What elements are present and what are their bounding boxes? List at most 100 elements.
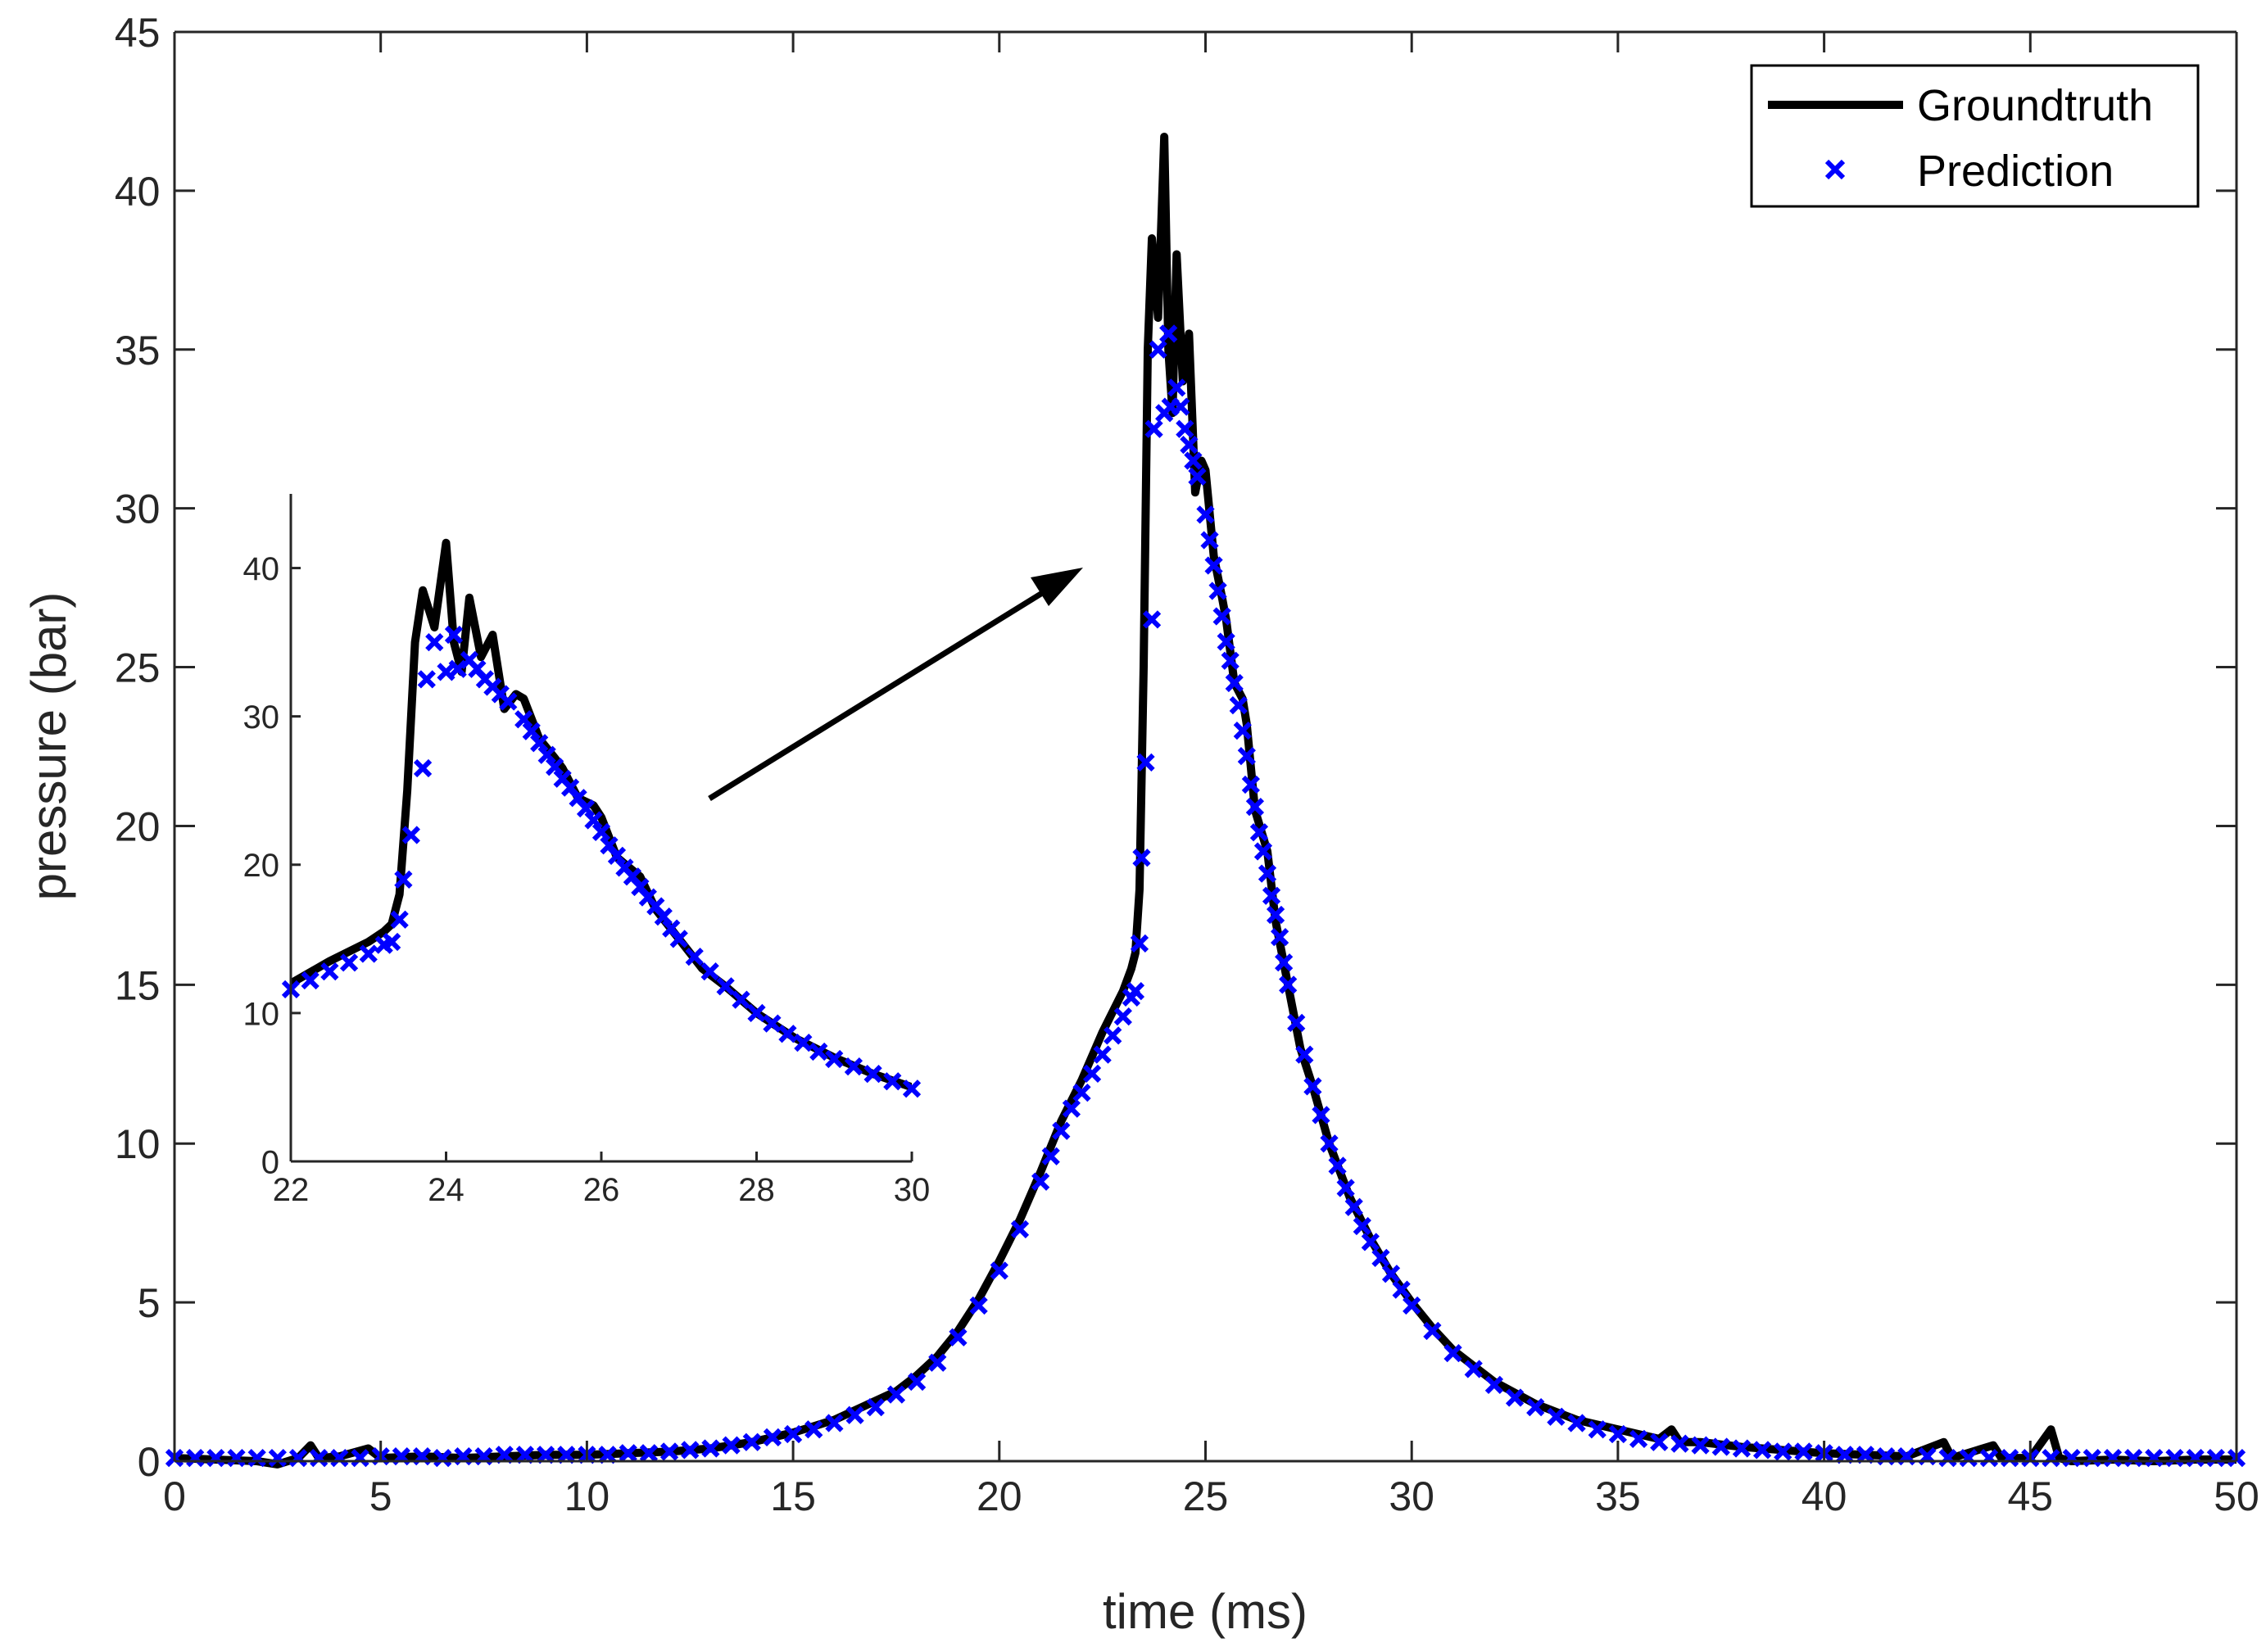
inset-prediction-marker — [763, 1014, 782, 1033]
main-prediction-marker — [1443, 1344, 1462, 1363]
main-prediction-marker — [1856, 1446, 1875, 1464]
main-prediction-marker — [310, 1448, 329, 1468]
inset-prediction-marker — [425, 632, 444, 652]
main-y-tick-label: 20 — [115, 803, 161, 849]
main-prediction-marker — [804, 1420, 823, 1439]
main-y-tick-label: 45 — [115, 10, 161, 56]
main-prediction-marker — [928, 1353, 947, 1372]
main-prediction-marker — [2186, 1448, 2205, 1468]
main-prediction-marker — [1184, 451, 1203, 470]
main-prediction-marker — [886, 1385, 906, 1404]
main-y-tick-label: 30 — [115, 487, 161, 532]
main-prediction-marker — [1938, 1448, 1957, 1468]
main-prediction-marker — [1237, 747, 1256, 766]
main-prediction-marker — [2165, 1448, 2184, 1468]
inset-prediction-marker — [546, 758, 564, 776]
inset-x-tick-label: 26 — [583, 1172, 620, 1208]
main-prediction-marker — [1270, 928, 1289, 947]
main-prediction-marker — [2124, 1448, 2143, 1468]
main-prediction-marker — [1093, 1045, 1112, 1064]
main-prediction-marker — [268, 1448, 287, 1468]
main-prediction-marker — [1336, 1179, 1355, 1197]
main-prediction-marker — [206, 1448, 225, 1468]
main-prediction-marker — [1082, 1064, 1102, 1084]
main-prediction-marker — [1200, 531, 1219, 550]
main-y-tick-label: 40 — [115, 169, 161, 215]
main-prediction-marker — [1959, 1448, 1978, 1468]
main-prediction-marker — [2145, 1448, 2164, 1468]
legend-prediction-label: Prediction — [1917, 147, 2114, 196]
main-prediction-marker — [1266, 905, 1285, 925]
main-prediction-marker — [1225, 673, 1244, 693]
main-prediction-marker — [1629, 1429, 1648, 1448]
inset-prediction-marker — [844, 1057, 863, 1076]
inset-prediction-marker — [902, 1079, 922, 1098]
inset-prediction-marker — [537, 745, 556, 764]
main-prediction-marker — [1794, 1442, 1813, 1461]
main-prediction-marker — [2082, 1448, 2101, 1468]
main-prediction-marker — [1130, 934, 1149, 953]
inset-prediction-marker — [522, 722, 541, 740]
main-prediction-marker — [351, 1448, 369, 1468]
main-x-tick-label: 30 — [1389, 1473, 1434, 1519]
inset-prediction-marker — [685, 947, 704, 966]
main-prediction-marker — [681, 1441, 700, 1460]
main-prediction-marker — [1650, 1432, 1669, 1451]
inset-x-tick-label: 24 — [428, 1172, 465, 1208]
inset-prediction-marker — [499, 692, 518, 711]
main-prediction-marker — [1104, 1026, 1122, 1045]
main-prediction-marker — [659, 1442, 679, 1461]
main-prediction-marker — [1526, 1397, 1545, 1417]
inset-x-tick-label: 30 — [894, 1172, 931, 1208]
inset-prediction-marker — [383, 932, 401, 952]
main-prediction-marker — [1241, 775, 1260, 794]
main-prediction-marker — [1328, 1156, 1347, 1175]
main-prediction-marker — [2206, 1448, 2225, 1468]
main-y-tick-label: 0 — [138, 1439, 161, 1485]
main-prediction-marker — [1303, 1077, 1322, 1096]
main-prediction-marker — [1353, 1216, 1371, 1236]
main-prediction-marker — [1172, 397, 1190, 416]
main-prediction-marker — [1245, 798, 1265, 817]
legend: Groundtruth Prediction — [1750, 64, 2200, 208]
main-prediction-marker — [1484, 1375, 1504, 1395]
x-axis-label: time (ms) — [1103, 1584, 1307, 1639]
main-prediction-marker — [763, 1428, 782, 1447]
main-prediction-marker — [845, 1405, 864, 1424]
main-prediction-marker — [1217, 632, 1235, 651]
main-prediction-marker — [1144, 419, 1163, 438]
main-prediction-marker — [1505, 1388, 1525, 1407]
main-prediction-marker — [1136, 753, 1155, 772]
main-prediction-marker — [2042, 1448, 2060, 1468]
main-prediction-marker — [1835, 1446, 1854, 1464]
main-prediction-marker — [433, 1448, 452, 1468]
main-prediction-marker — [1979, 1448, 1999, 1468]
inset-prediction-marker — [390, 910, 409, 929]
main-prediction-marker — [1159, 324, 1178, 343]
main-prediction-marker — [1567, 1414, 1586, 1432]
main-prediction-marker — [1072, 1084, 1091, 1102]
main-prediction-marker — [1262, 886, 1281, 905]
inset-prediction-marker — [654, 907, 673, 926]
inset-prediction-marker — [394, 870, 413, 889]
main-prediction-marker — [990, 1261, 1008, 1280]
main-prediction-marker — [1132, 849, 1151, 867]
main-prediction-marker — [1287, 1013, 1306, 1032]
main-prediction-marker — [2001, 1448, 2019, 1468]
main-prediction-marker — [619, 1444, 637, 1463]
main-prediction-marker — [1320, 1134, 1339, 1153]
inset-prediction-marker — [301, 971, 320, 990]
main-prediction-marker — [1752, 1441, 1772, 1460]
inset-prediction-marker — [747, 1003, 766, 1023]
main-prediction-marker — [1031, 1172, 1050, 1191]
inset-prediction-marker — [530, 734, 549, 753]
main-prediction-marker — [1295, 1045, 1314, 1064]
main-prediction-marker — [1010, 1220, 1030, 1239]
main-prediction-marker — [557, 1446, 576, 1464]
inset-prediction-marker — [359, 944, 378, 963]
main-prediction-marker — [1691, 1436, 1710, 1455]
main-prediction-marker — [722, 1436, 741, 1455]
main-prediction-marker — [515, 1446, 535, 1464]
main-prediction-marker — [701, 1439, 720, 1458]
main-prediction-marker — [1608, 1424, 1628, 1444]
